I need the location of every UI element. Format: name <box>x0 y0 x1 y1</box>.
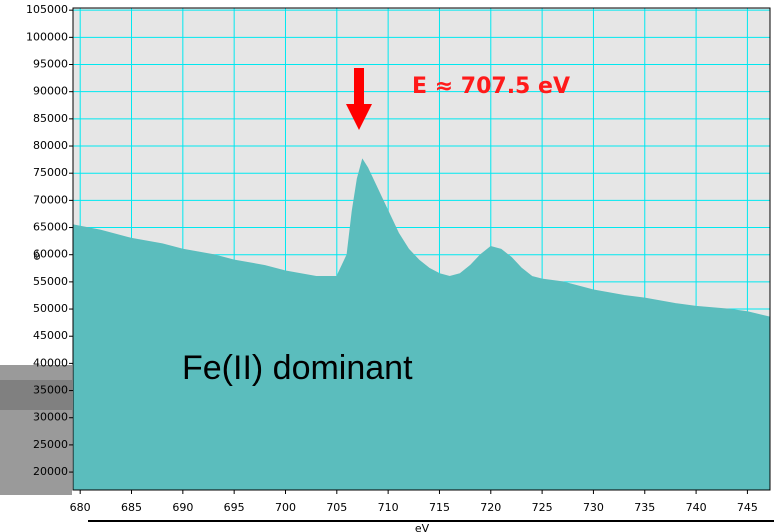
x-tick-label: 710 <box>378 501 399 514</box>
y-tick-label: 90000 <box>33 85 68 98</box>
y-tick-label: 20000 <box>33 465 68 478</box>
spectrum-area <box>72 158 771 491</box>
x-tick-label: 680 <box>70 501 91 514</box>
y-tick-label: 95000 <box>33 58 68 71</box>
y-tick-label: 60000 <box>33 248 68 261</box>
x-tick-label: 700 <box>275 501 296 514</box>
y-tick-label: 35000 <box>33 384 68 397</box>
x-tick-label: 725 <box>532 501 553 514</box>
inset-image-detail <box>0 380 72 410</box>
y-tick-label: 50000 <box>33 302 68 315</box>
y-tick-label: 75000 <box>33 166 68 179</box>
x-tick-label: 715 <box>429 501 450 514</box>
x-tick-label: 705 <box>326 501 347 514</box>
arrow-shaft <box>354 68 364 108</box>
y-tick-label: 25000 <box>33 438 68 451</box>
plot-frame <box>72 7 771 491</box>
x-tick-label: 690 <box>172 501 193 514</box>
y-tick-label: 45000 <box>33 329 68 342</box>
peak-annotation: E ≈ 707.5 eV <box>412 74 570 99</box>
state-annotation: Fe(II) dominant <box>182 349 413 387</box>
y-tick-label: 55000 <box>33 275 68 288</box>
y-tick-label: 85000 <box>33 112 68 125</box>
y-tick-label: 105000 <box>26 3 68 16</box>
x-tick-label: 735 <box>634 501 655 514</box>
x-tick-label: 695 <box>224 501 245 514</box>
y-tick-label: 30000 <box>33 411 68 424</box>
x-tick-label: 745 <box>737 501 758 514</box>
x-tick-label: 730 <box>583 501 604 514</box>
x-axis-label: eV <box>415 522 430 532</box>
arrow-head <box>346 104 372 130</box>
y-tick-label: 40000 <box>33 356 68 369</box>
x-tick-label: 685 <box>121 501 142 514</box>
y-tick-label: 80000 <box>33 139 68 152</box>
y-axis-label: e- <box>30 250 43 261</box>
y-tick-label: 65000 <box>33 221 68 234</box>
y-tick-label: 100000 <box>26 30 68 43</box>
y-tick-label: 70000 <box>33 193 68 206</box>
x-tick-label: 740 <box>686 501 707 514</box>
x-tick-label: 720 <box>480 501 501 514</box>
